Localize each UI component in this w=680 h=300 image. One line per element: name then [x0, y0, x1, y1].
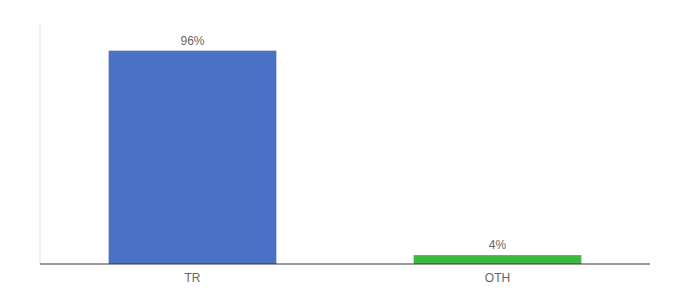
x-tick-label: TR — [185, 271, 201, 285]
bar — [109, 51, 277, 264]
x-axis-line — [40, 264, 650, 265]
y-axis-line — [40, 24, 41, 264]
bar — [414, 255, 582, 264]
chart-container: TR OTH 96% 4% — [0, 0, 680, 300]
bars — [109, 51, 582, 264]
chart-svg: TR OTH 96% 4% — [0, 0, 680, 300]
data-label: 96% — [180, 34, 204, 48]
x-tick-label: OTH — [485, 271, 510, 285]
data-label: 4% — [489, 238, 507, 252]
